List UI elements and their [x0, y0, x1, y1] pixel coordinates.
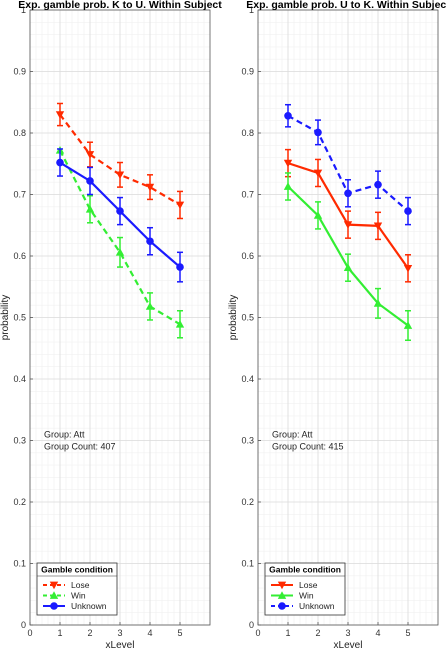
data-point-lose — [283, 159, 293, 168]
y-tick-label: 0.9 — [241, 67, 254, 77]
data-point-unknown — [176, 263, 184, 271]
x-tick-label: 0 — [27, 628, 32, 638]
data-point-win — [313, 211, 323, 219]
chart-panel-left: 0 0.1 0.2 0.3 0.4 0.5 0.6 0.7 0.8 0.9 1 0 1 2 3 4 5 xLeve… — [0, 0, 222, 650]
group-annotation: Group Count: 415 — [272, 441, 344, 451]
legend-swatch-marker — [49, 591, 59, 599]
y-tick-label: 0.7 — [241, 190, 254, 200]
data-point-lose — [145, 183, 155, 192]
y-tick-label: 0.5 — [13, 313, 26, 323]
data-point-lose — [115, 171, 125, 180]
data-point-lose — [85, 151, 95, 159]
legend-label-unknown: Unknown — [71, 601, 107, 611]
legend-title: Gamble condition — [269, 565, 341, 575]
legend-label-win: Win — [299, 591, 314, 601]
data-point-unknown — [374, 180, 382, 189]
legend-label-unknown: Unknown — [299, 601, 335, 611]
x-tick-label: 1 — [285, 628, 290, 638]
group-annotation: Group Count: 407 — [44, 441, 116, 451]
y-tick-label: 0.1 — [241, 559, 254, 569]
data-point-lose — [313, 169, 323, 178]
group-annotation: Group: Att — [272, 429, 313, 439]
y-tick-label: 0 — [249, 620, 254, 630]
data-point-unknown — [344, 189, 352, 198]
x-tick-label: 4 — [147, 628, 152, 638]
data-point-lose — [373, 222, 383, 231]
data-point-win — [115, 248, 125, 256]
x-tick-label: 1 — [57, 628, 62, 638]
data-point-lose — [175, 201, 185, 210]
y-tick-label: 0.1 — [13, 559, 26, 569]
group-annotation: Group: Att — [44, 429, 85, 439]
data-point-win — [175, 320, 185, 328]
data-point-lose — [343, 221, 353, 229]
x-tick-label: 2 — [315, 628, 320, 638]
y-tick-label: 0 — [21, 620, 26, 630]
y-axis-label: probability — [0, 295, 11, 341]
x-axis-label: xLevel — [334, 640, 363, 650]
y-tick-label: 0.2 — [13, 497, 26, 507]
legend-title: Gamble condition — [41, 565, 113, 575]
legend-label-win: Win — [71, 591, 86, 601]
data-point-win — [145, 302, 155, 310]
chart-panel-right: 0 0.1 0.2 0.3 0.4 0.5 0.6 0.7 0.8 0.9 1 0 1 2 3 4 5 xLeve… — [228, 0, 446, 650]
series-line-win — [59, 149, 181, 326]
data-point-unknown — [314, 128, 322, 137]
y-tick-label: 0.4 — [241, 374, 254, 384]
y-tick-label: 0.9 — [13, 67, 26, 77]
legend-swatch-marker — [49, 581, 59, 590]
y-tick-label: 0.6 — [241, 251, 254, 261]
data-point-lose — [55, 111, 65, 119]
y-tick-label: 1 — [249, 5, 254, 15]
x-axis-label: xLevel — [106, 640, 135, 650]
data-point-unknown — [86, 177, 94, 185]
x-tick-label: 4 — [375, 628, 380, 638]
y-tick-label: 0.3 — [13, 436, 26, 446]
x-tick-label: 0 — [255, 628, 260, 638]
y-tick-label: 1 — [21, 5, 26, 15]
legend-swatch-marker — [278, 602, 286, 610]
legend-swatch-marker — [277, 581, 287, 590]
legend-label-lose: Lose — [299, 580, 318, 590]
data-point-win — [85, 205, 95, 213]
legend-box — [36, 562, 118, 616]
x-tick-label: 2 — [87, 628, 92, 638]
x-tick-label: 5 — [177, 628, 182, 638]
chart-title: Exp. gamble prob. K to U. Within Subject — [18, 0, 222, 11]
data-point-unknown — [404, 207, 412, 215]
data-point-unknown — [56, 158, 64, 167]
data-point-win — [283, 182, 293, 190]
x-tick-label: 3 — [345, 628, 350, 638]
series-line-lose — [59, 113, 181, 206]
legend-swatch-marker — [277, 591, 287, 599]
data-point-win — [373, 299, 383, 307]
legend-swatch-marker — [50, 602, 58, 610]
y-tick-label: 0.7 — [13, 190, 26, 200]
y-tick-label: 0.6 — [13, 251, 26, 261]
data-point-lose — [403, 264, 413, 273]
data-point-unknown — [146, 237, 154, 246]
y-tick-label: 0.8 — [13, 128, 26, 138]
data-point-win — [403, 321, 413, 329]
y-axis-label: probability — [228, 295, 239, 341]
chart-title: Exp. gamble prob. U to K. Within Subject — [246, 0, 446, 11]
y-tick-label: 0.4 — [13, 374, 26, 384]
x-tick-label: 5 — [405, 628, 410, 638]
data-point-win — [343, 263, 353, 272]
y-tick-label: 0.3 — [241, 436, 254, 446]
y-tick-label: 0.8 — [241, 128, 254, 138]
data-point-unknown — [116, 207, 124, 215]
y-tick-label: 0.5 — [241, 313, 254, 323]
y-tick-label: 0.2 — [241, 497, 254, 507]
x-tick-label: 3 — [117, 628, 122, 638]
legend-label-lose: Lose — [71, 580, 90, 590]
data-point-unknown — [284, 111, 292, 120]
